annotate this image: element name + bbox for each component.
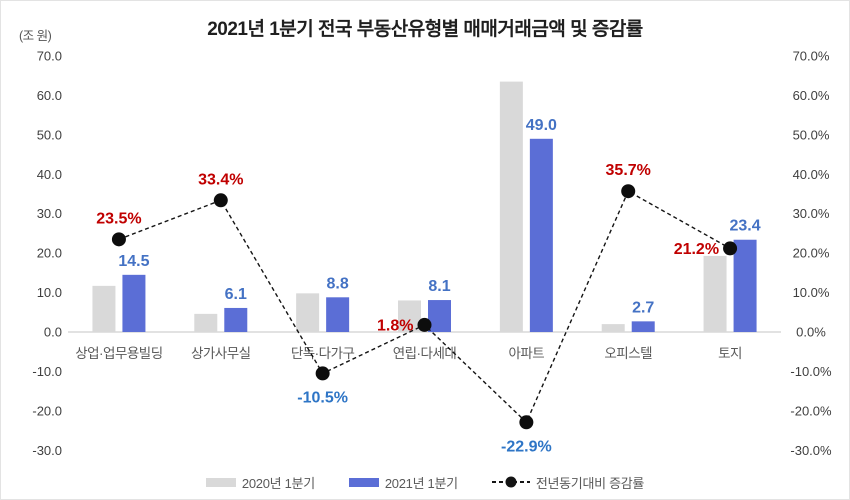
right-axis-tick-label: 70.0%: [793, 48, 830, 63]
right-axis-tick-label: 40.0%: [793, 167, 830, 182]
legend-item: 2021년 1분기: [348, 473, 458, 492]
bar-value-label: 6.1: [225, 286, 247, 303]
bar-value-label: 23.4: [730, 218, 761, 235]
right-axis-tick-label: 0.0%: [796, 325, 826, 340]
left-axis-tick-label: 70.0: [37, 48, 62, 63]
category-label: 상업·업무용빌딩: [75, 346, 162, 361]
left-axis-tick-label: 30.0: [37, 206, 62, 221]
legend-swatch-icon: [205, 477, 236, 487]
bar-2020: [194, 313, 218, 332]
bar-2021: [631, 321, 655, 332]
legend-item: 2020년 1분기: [205, 473, 315, 492]
left-axis-tick-label: -20.0: [32, 403, 62, 418]
bar-value-label: 14.5: [118, 253, 149, 270]
bar-2021: [733, 239, 757, 332]
category-label: 아파트: [508, 346, 544, 361]
chart-title: 2021년 1분기 전국 부동산유형별 매매거래금액 및 증감률: [207, 19, 643, 40]
left-axis-tick-label: 20.0: [37, 246, 62, 261]
growth-point: [519, 415, 534, 430]
bar-2020: [398, 300, 421, 332]
legend-swatch-icon: [348, 477, 379, 487]
growth-point: [315, 366, 330, 381]
bar-2020: [601, 324, 625, 332]
growth-point: [723, 241, 738, 256]
category-label: 토지: [718, 346, 742, 361]
legend-dashed-line-dot-icon: [491, 476, 530, 488]
growth-percent-label: -10.5%: [297, 389, 348, 406]
bar-2020: [703, 255, 727, 332]
bar-2021: [529, 138, 553, 332]
left-axis-unit-label: (조 원): [19, 29, 52, 43]
legend-label: 2020년 1분기: [241, 475, 315, 491]
bar-2021: [326, 297, 350, 332]
growth-percent-label: 33.4%: [198, 171, 243, 188]
category-label: 연립·다세대: [393, 346, 457, 361]
bar-2020: [296, 293, 320, 332]
bar-value-label: 49.0: [526, 117, 557, 134]
left-axis-tick-label: -30.0: [32, 443, 62, 458]
left-axis-tick-label: 60.0: [37, 88, 62, 103]
left-axis-tick-label: 40.0: [37, 167, 62, 182]
bar-2021: [122, 274, 146, 332]
bar-2020: [499, 81, 523, 332]
left-axis-tick-label: -10.0: [32, 364, 62, 379]
left-axis-tick-label: 50.0: [37, 127, 62, 142]
legend-label: 전년동기대비 증감률: [535, 475, 645, 491]
right-axis-tick-label: 60.0%: [793, 88, 830, 103]
growth-percent-label: 21.2%: [674, 241, 719, 258]
right-axis-tick-label: 10.0%: [793, 285, 830, 300]
category-label: 상가사무실: [191, 346, 251, 361]
legend: 2020년 1분기 2021년 1분기 전년동기대비 증감률: [1, 471, 849, 493]
bar-2021: [428, 300, 451, 332]
legend-label: 2021년 1분기: [384, 475, 458, 491]
right-axis-tick-label: -10.0%: [790, 364, 832, 379]
growth-point: [111, 232, 126, 247]
bar-2021: [224, 307, 248, 332]
bar-value-label: 2.7: [632, 299, 654, 316]
growth-percent-label: 23.5%: [96, 210, 141, 227]
growth-percent-label: -22.9%: [501, 438, 552, 455]
right-axis-tick-label: -30.0%: [790, 443, 832, 458]
growth-point: [417, 317, 432, 332]
left-axis-tick-label: 10.0: [37, 285, 62, 300]
right-axis-tick-label: -20.0%: [790, 403, 832, 418]
growth-point: [213, 193, 228, 208]
right-axis-tick-label: 30.0%: [793, 206, 830, 221]
growth-point: [621, 184, 636, 199]
category-label: 단독·다가구: [291, 346, 355, 361]
bar-value-label: 8.1: [428, 278, 450, 295]
legend-item: 전년동기대비 증감률: [491, 473, 645, 492]
right-axis-tick-label: 50.0%: [793, 127, 830, 142]
bar-2020: [92, 285, 116, 332]
right-axis-tick-label: 20.0%: [793, 246, 830, 261]
left-axis-tick-label: 0.0: [44, 325, 62, 340]
growth-percent-label: 35.7%: [606, 162, 651, 179]
growth-percent-label: 1.8%: [377, 317, 413, 334]
bar-value-label: 8.8: [327, 275, 349, 292]
category-label: 오피스텔: [604, 346, 652, 361]
